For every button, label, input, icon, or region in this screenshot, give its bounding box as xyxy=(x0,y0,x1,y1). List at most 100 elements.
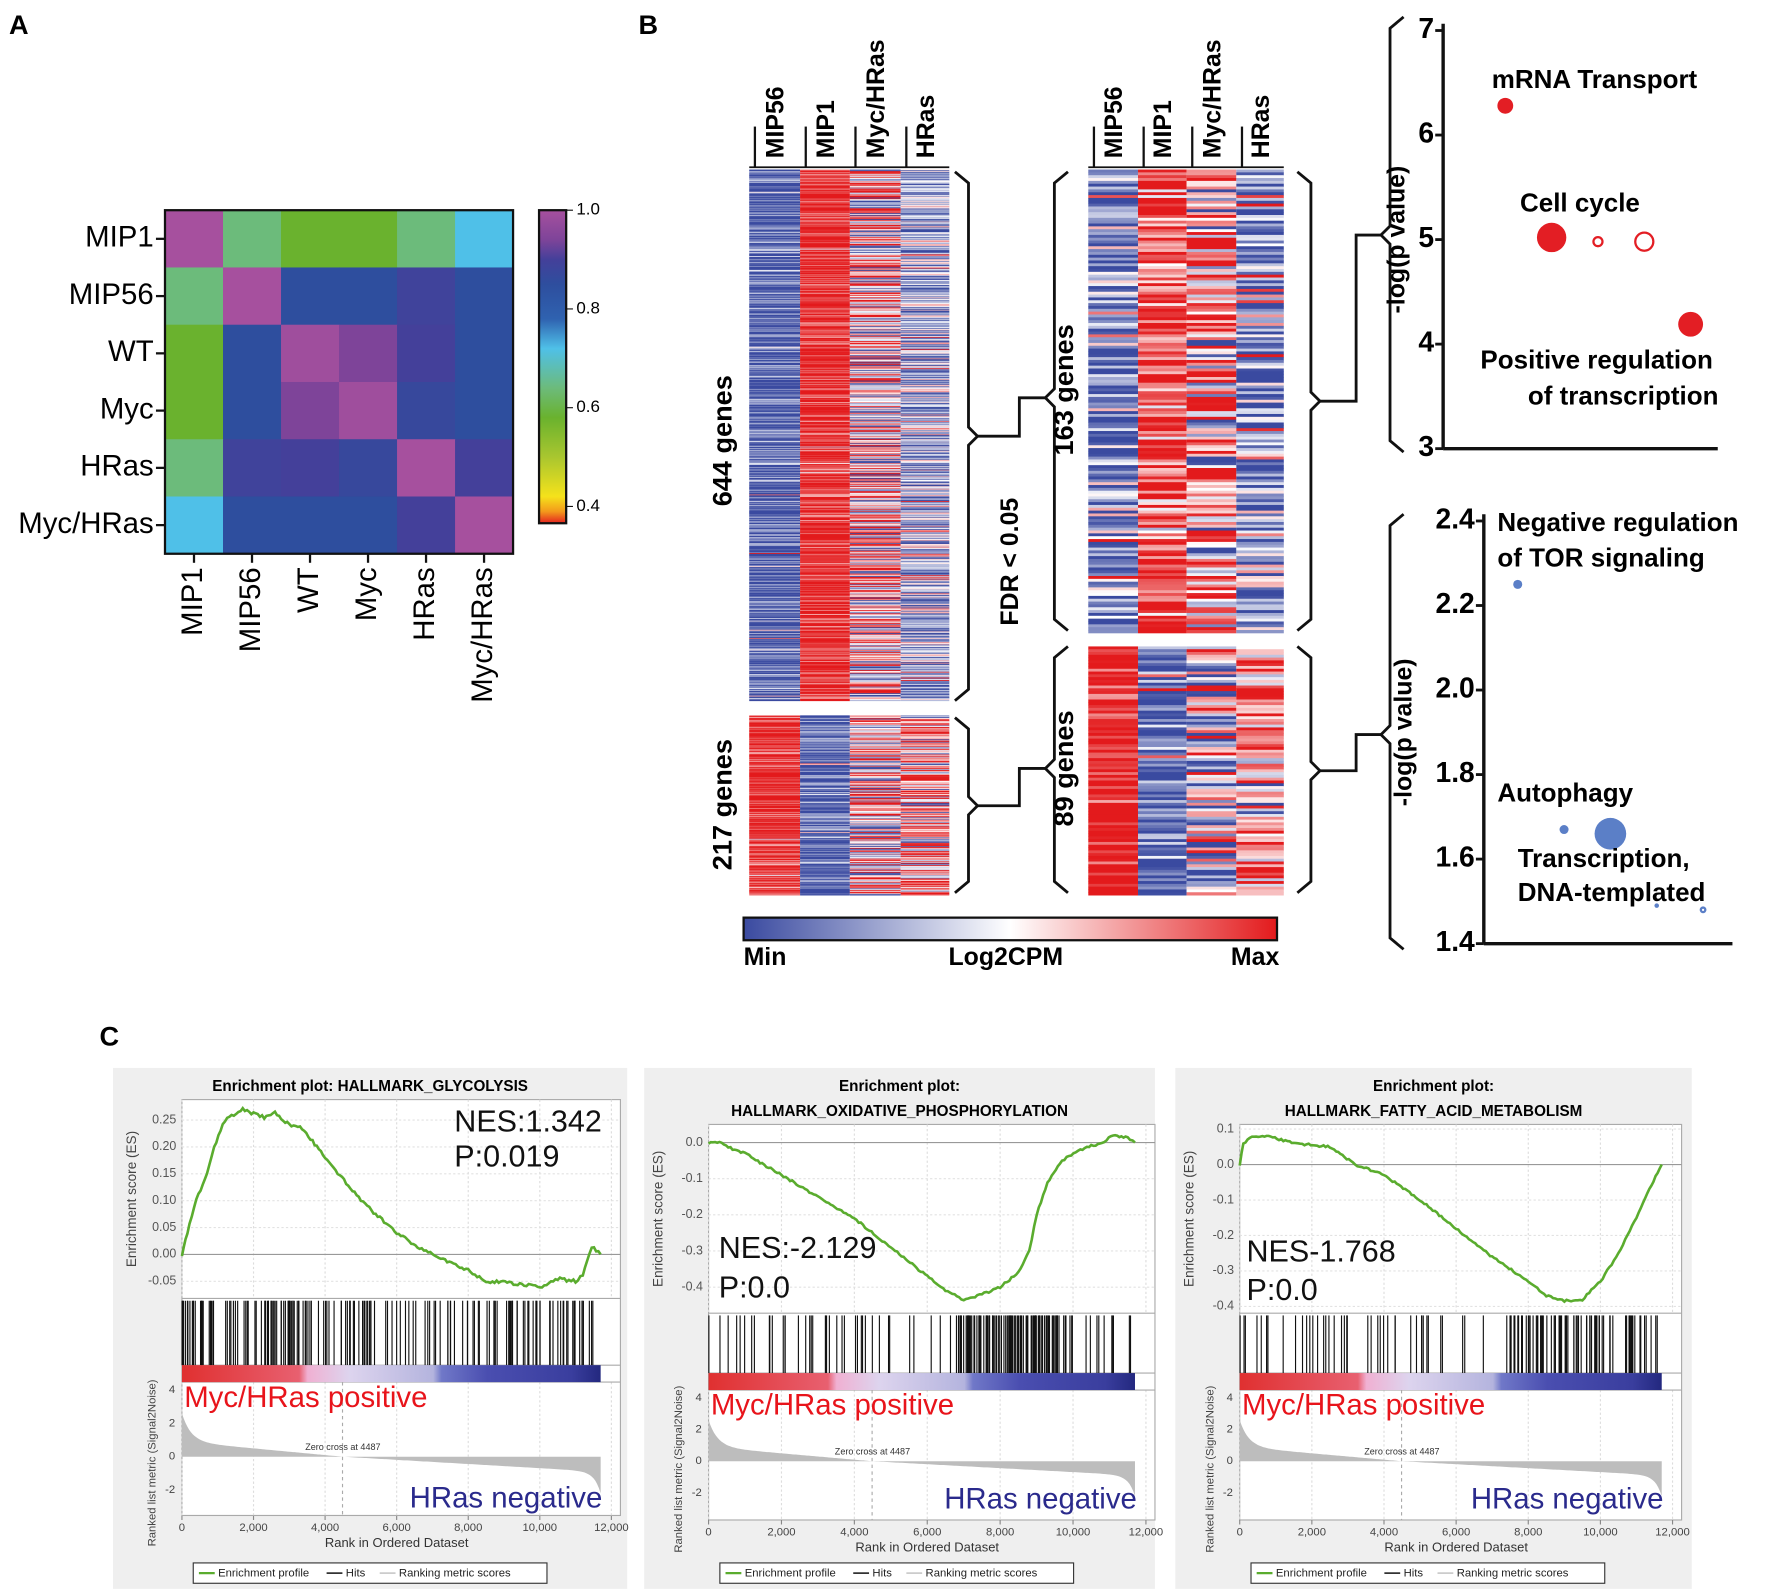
correlation-cell xyxy=(397,325,456,383)
heatmap-cell xyxy=(1138,663,1187,666)
heatmap-cell xyxy=(1088,300,1138,303)
heatmap-cell xyxy=(1187,593,1237,596)
heatmap-cell xyxy=(1138,660,1187,663)
heatmap-cell xyxy=(1187,892,1237,895)
heatmap-cell xyxy=(1138,317,1187,320)
heatmap-cell xyxy=(1236,607,1283,610)
heatmap-cell xyxy=(1187,722,1237,725)
heatmap-cell xyxy=(1187,505,1237,508)
heatmap-cell xyxy=(1236,565,1283,568)
heatmap-cell xyxy=(1138,562,1187,565)
heatmap-cell xyxy=(1088,850,1138,853)
heatmap-cell xyxy=(1236,573,1283,576)
y-tick-label: 6 xyxy=(1418,117,1434,149)
heatmap-cell xyxy=(1236,828,1283,831)
heatmap-cell xyxy=(1088,573,1138,576)
data-point xyxy=(1701,908,1706,913)
heatmap-cell xyxy=(1088,204,1138,207)
heatmap-cell xyxy=(1236,272,1283,275)
heatmap-cell xyxy=(1088,235,1138,238)
heatmap-cell xyxy=(1236,610,1283,613)
heatmap-cell xyxy=(1187,666,1237,669)
heatmap-cell xyxy=(1187,817,1237,820)
heatmap-cell xyxy=(1088,224,1138,227)
heatmap-cell xyxy=(1138,442,1187,445)
heatmap-cell xyxy=(1187,454,1237,457)
heatmap-cell xyxy=(1187,502,1237,505)
heatmap-cell xyxy=(1236,297,1283,300)
heatmap-cell xyxy=(1138,374,1187,377)
heatmap-cell xyxy=(1187,792,1237,795)
rank-colorbar xyxy=(182,1365,601,1382)
heatmap-cell xyxy=(800,700,850,701)
heatmap-cell xyxy=(1138,431,1187,434)
heatmap-cell xyxy=(1088,565,1138,568)
y-axis-label: -log(p value) xyxy=(1382,166,1410,314)
heatmap-cell xyxy=(1187,431,1237,434)
heatmap-cell xyxy=(1088,649,1138,652)
heatmap-cell xyxy=(1187,198,1237,201)
heatmap-cell xyxy=(1187,811,1237,814)
column-header: MIP1 xyxy=(812,100,840,158)
heatmap-cell xyxy=(1088,613,1138,616)
heatmap-cell xyxy=(1138,491,1187,494)
heatmap-cell xyxy=(1138,864,1187,867)
heatmap-cell xyxy=(1236,266,1283,269)
correlation-cell xyxy=(281,496,340,554)
heatmap-cell xyxy=(1236,567,1283,570)
heatmap-cell xyxy=(1187,232,1237,235)
heatmap-cell xyxy=(1088,548,1138,551)
heatmap-cell xyxy=(1187,570,1237,573)
legend-label: Enrichment profile xyxy=(218,1568,309,1580)
es-tick-label: 0.00 xyxy=(152,1247,176,1261)
heatmap-cell xyxy=(1187,499,1237,502)
heatmap-cell xyxy=(1187,292,1237,295)
heatmap-cell xyxy=(1236,263,1283,266)
heatmap-cell xyxy=(1236,619,1283,622)
heatmap-cell xyxy=(1138,570,1187,573)
heatmap-cell xyxy=(1236,496,1283,499)
heatmap-cell xyxy=(1187,201,1237,204)
heatmap-cell xyxy=(1187,260,1237,263)
heatmap-cell xyxy=(1236,800,1283,803)
heatmap-cell xyxy=(1187,428,1237,431)
heatmap-cell xyxy=(1236,672,1283,675)
heatmap-cell xyxy=(1236,278,1283,281)
point-annotation: Negative regulation xyxy=(1497,507,1738,537)
heatmap-cell xyxy=(1088,241,1138,244)
correlation-cell xyxy=(223,496,282,554)
heatmap-cell xyxy=(1138,232,1187,235)
heatmap-cell xyxy=(1138,235,1187,238)
heatmap-cell xyxy=(1187,235,1237,238)
point-annotation: of transcription xyxy=(1528,381,1719,411)
bracket xyxy=(1297,172,1320,631)
heatmap-cell xyxy=(1138,792,1187,795)
heatmap-cell xyxy=(1236,238,1283,241)
heatmap-cell xyxy=(1088,797,1138,800)
heatmap-cell xyxy=(1187,468,1237,471)
heatmap-cell xyxy=(1138,181,1187,184)
heatmap-cell xyxy=(1236,326,1283,329)
correlation-cell xyxy=(455,267,514,325)
heatmap-cell xyxy=(1187,343,1237,346)
heatmap-cell xyxy=(1088,602,1138,605)
heatmap-cell xyxy=(1187,312,1237,315)
heatmap-cell xyxy=(1187,314,1237,317)
heatmap-cell xyxy=(1138,377,1187,380)
heatmap-cell xyxy=(1236,482,1283,485)
heatmap-cell xyxy=(1088,440,1138,443)
heatmap-cell xyxy=(1088,658,1138,661)
heatmap-cell xyxy=(1088,391,1138,394)
heatmap-cell xyxy=(1187,875,1237,878)
heatmap-cell xyxy=(800,894,850,895)
heatmap-cell xyxy=(1088,383,1138,386)
heatmap-cell xyxy=(1236,522,1283,525)
heatmap-cell xyxy=(1187,374,1237,377)
heatmap-cell xyxy=(1236,374,1283,377)
heatmap-cell xyxy=(1138,312,1187,315)
heatmap-cell xyxy=(1138,488,1187,491)
heatmap-cell xyxy=(1088,425,1138,428)
es-tick-label: 0.20 xyxy=(152,1139,176,1153)
heatmap-cell xyxy=(1088,713,1138,716)
heatmap-cell xyxy=(1138,275,1187,278)
